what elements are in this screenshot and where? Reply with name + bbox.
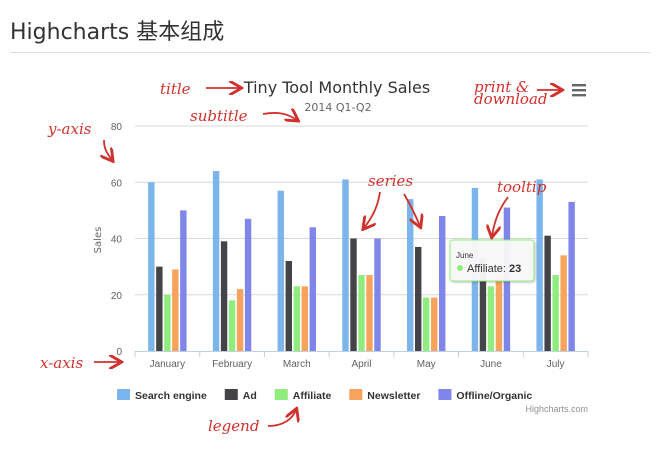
x-tick-label: March (283, 359, 311, 370)
legend-symbol (438, 389, 452, 400)
bar[interactable] (495, 275, 503, 351)
legend-item[interactable]: Affiliate (274, 389, 332, 402)
annotation-y-axis: y-axis (47, 120, 92, 138)
legend-symbol (349, 389, 363, 400)
bar[interactable] (220, 241, 228, 351)
bar[interactable] (568, 201, 575, 351)
annotation-download: download (474, 90, 548, 108)
bar[interactable] (342, 179, 349, 351)
credits-link[interactable]: Highcharts.com (525, 404, 588, 414)
y-tick-label: 80 (111, 122, 123, 133)
legend-symbol (117, 389, 130, 400)
bar[interactable] (415, 246, 422, 351)
legend-symbol (224, 389, 238, 400)
hamburger-menu-icon[interactable] (568, 80, 590, 100)
x-tick-label: February (212, 359, 252, 370)
y-tick-label: 0 (116, 347, 122, 358)
bar[interactable] (309, 227, 316, 351)
x-tick-label: June (480, 359, 502, 370)
bar[interactable] (156, 266, 163, 351)
bar[interactable] (479, 258, 487, 351)
annotation-x-axis: x-axis (40, 354, 83, 372)
tooltip-series-label: Affiliate: (467, 263, 509, 275)
legend-label: Affiliate (293, 390, 332, 402)
tooltip-series-dot (457, 265, 463, 271)
svg-text:Affiliate: 23: Affiliate: 23 (467, 263, 521, 275)
bar[interactable] (487, 286, 495, 351)
bar[interactable] (228, 300, 236, 351)
y-tick-label: 40 (111, 235, 123, 246)
bar[interactable] (407, 199, 414, 351)
legend-label: Search engine (135, 390, 207, 402)
bar[interactable] (277, 190, 284, 351)
x-axis: January February March April May June July (134, 351, 589, 370)
bar[interactable] (552, 275, 559, 351)
bar[interactable] (236, 289, 244, 351)
bar[interactable] (423, 297, 430, 351)
bar[interactable] (244, 218, 252, 351)
x-tick-label: July (547, 359, 565, 370)
legend: Search engine Ad Affiliate Newsletter Offlin… (117, 389, 532, 402)
bar[interactable] (301, 286, 308, 351)
annotation-legend: legend (208, 417, 259, 435)
legend-item[interactable]: Ad (224, 389, 257, 402)
bar[interactable] (431, 297, 438, 351)
bar[interactable] (544, 235, 551, 351)
tooltip: June Affiliate: 23 (449, 239, 535, 282)
bar[interactable] (350, 238, 357, 352)
bar[interactable] (172, 269, 179, 351)
bar[interactable] (366, 275, 373, 351)
bar[interactable] (374, 238, 381, 352)
x-tick-label: May (417, 359, 436, 370)
y-tick-label: 60 (111, 178, 123, 189)
bar[interactable] (439, 216, 446, 351)
y-axis-title: Sales (93, 227, 104, 254)
legend-label: Newsletter (367, 390, 420, 402)
x-tick-label: April (351, 359, 371, 370)
bar[interactable] (212, 171, 220, 351)
annotation-print: print & (474, 78, 529, 96)
legend-label: Ad (243, 390, 257, 402)
page-heading: Highcharts 基本组成 (10, 20, 225, 45)
chart-subtitle: 2014 Q1-Q2 (304, 101, 371, 114)
annotations: title subtitle y-axis x-axis series tool… (40, 78, 561, 435)
tooltip-value: 23 (509, 263, 521, 275)
bar[interactable] (358, 275, 365, 351)
bar-series (148, 171, 575, 351)
legend-symbol (274, 389, 288, 400)
annotation-title: title (160, 80, 191, 98)
heading-divider (10, 52, 650, 53)
tooltip-header: June (456, 251, 474, 260)
annotation-tooltip: tooltip (497, 178, 547, 196)
y-tick-label: 20 (111, 291, 123, 302)
bar[interactable] (164, 294, 171, 351)
bar[interactable] (285, 261, 292, 351)
legend-item[interactable]: Search engine (117, 389, 207, 402)
x-tick-label: January (150, 359, 186, 370)
annotation-subtitle: subtitle (190, 107, 248, 125)
annotation-series: series (368, 172, 413, 190)
bar[interactable] (536, 179, 543, 351)
legend-item[interactable]: Offline/Organic (438, 389, 532, 402)
y-axis-tick-labels: 0 20 40 60 80 (111, 122, 123, 358)
bar[interactable] (148, 182, 155, 351)
legend-item[interactable]: Newsletter (349, 389, 420, 402)
chart-title: Tiny Tool Monthly Sales (243, 78, 430, 97)
bar[interactable] (180, 210, 187, 351)
bar[interactable] (293, 286, 300, 351)
legend-label: Offline/Organic (456, 390, 532, 402)
bar[interactable] (560, 255, 567, 351)
